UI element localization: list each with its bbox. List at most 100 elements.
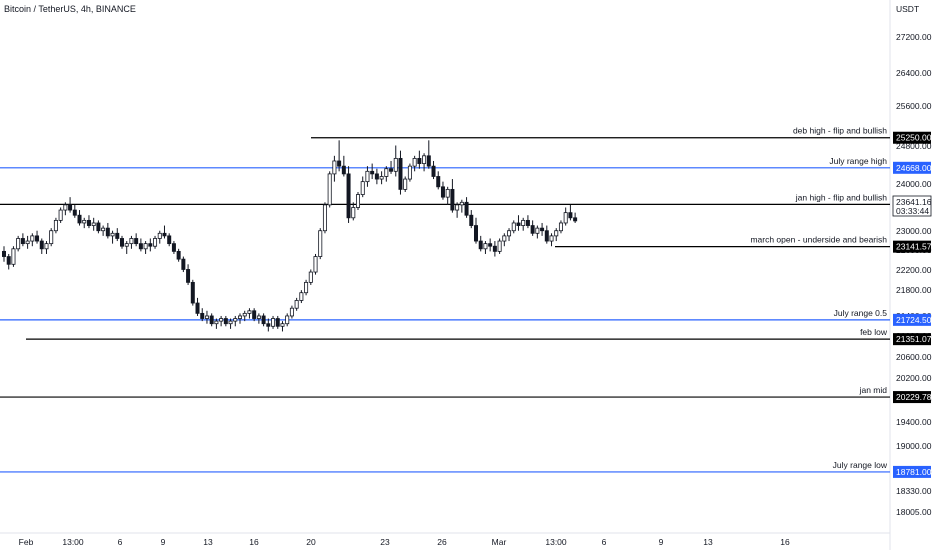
time-tick-label: Feb (19, 537, 34, 547)
price-tick-label: 25600.00 (896, 101, 932, 111)
level-label: jan high - flip and bullish (795, 192, 887, 202)
candle (450, 179, 455, 213)
candle (2, 246, 7, 262)
price-tick-label: 26400.00 (896, 68, 932, 78)
candle (271, 315, 276, 329)
candle (540, 222, 545, 236)
candle (530, 220, 535, 236)
candle (502, 233, 507, 247)
candle (280, 321, 285, 332)
time-tick-label: 20 (306, 537, 316, 547)
candle (459, 199, 464, 213)
price-tags: 25250.0024668.0023960.5423141.5721724.50… (892, 131, 932, 478)
currency-label: USDT (896, 4, 919, 14)
level-line[interactable]: July range low (0, 460, 890, 473)
candle (261, 313, 266, 327)
time-tick-label: 13:00 (545, 537, 567, 547)
level-price-tag: 20229.78 (893, 391, 932, 404)
level-line[interactable]: jan high - flip and bullish (0, 192, 890, 205)
candle (337, 140, 342, 172)
candle (96, 220, 101, 234)
candle (525, 215, 530, 229)
candle (407, 163, 412, 182)
candle (266, 318, 271, 332)
candle (332, 155, 337, 182)
time-tick-label: 23 (380, 537, 390, 547)
candle (384, 166, 389, 182)
candle (379, 171, 384, 185)
candle (157, 230, 162, 244)
level-price-text: 25250.00 (896, 133, 932, 143)
level-line[interactable]: deb high - flip and bullish (311, 126, 890, 139)
candle (464, 197, 469, 218)
candle (275, 315, 280, 329)
candle (322, 202, 327, 234)
candle (473, 217, 478, 244)
candle (49, 228, 54, 247)
candle (370, 163, 375, 180)
candle (431, 160, 436, 180)
candle (228, 318, 233, 329)
candle (134, 233, 139, 247)
candle (129, 235, 134, 249)
candle (440, 181, 445, 200)
candle (204, 310, 209, 324)
candle (143, 241, 148, 254)
candle (497, 238, 502, 254)
candle (223, 315, 228, 327)
candle (247, 308, 252, 319)
price-tick-label: 27200.00 (896, 32, 932, 42)
candle (483, 241, 488, 254)
candle (417, 150, 422, 169)
candle (171, 241, 176, 254)
candle (138, 238, 143, 252)
price-scale[interactable]: 27200.00 26400.00 25600.00 24800.00 24000.00… (896, 32, 932, 517)
level-line[interactable]: July range 0.5 (0, 308, 890, 321)
level-line[interactable]: jan mid (0, 385, 890, 398)
price-tick-label: 19400.00 (896, 417, 932, 427)
candle (549, 233, 554, 247)
candle (403, 176, 408, 192)
candle (124, 241, 129, 254)
level-price-text: 21351.07 (896, 334, 932, 344)
candle (412, 155, 417, 172)
candle (110, 230, 115, 244)
candle (252, 308, 257, 322)
candle (209, 313, 214, 327)
price-tick-label: 21800.00 (896, 285, 932, 295)
candle (365, 166, 370, 187)
candle (426, 140, 431, 169)
candle (478, 235, 483, 252)
candle (72, 204, 77, 218)
price-tick-label: 18005.00 (896, 507, 932, 517)
time-tick-label: 6 (602, 537, 607, 547)
level-line[interactable]: march open - underside and bearish (555, 235, 890, 248)
candle (167, 233, 172, 247)
candle (341, 155, 346, 177)
candle (516, 215, 521, 231)
candle (294, 297, 299, 311)
candle (237, 313, 242, 324)
level-label: July range low (833, 460, 888, 470)
candle (299, 290, 304, 304)
candle (30, 233, 35, 247)
time-scale[interactable]: Feb 13:00 6 9 13 16 20 23 26 Mar 13:00 6 9 13 16 (19, 537, 790, 547)
level-line[interactable]: feb low (26, 327, 890, 340)
level-line[interactable]: July range high (0, 156, 890, 169)
candle (86, 215, 91, 229)
candle (521, 217, 526, 231)
level-price-text: 23141.57 (896, 242, 932, 252)
candle (374, 168, 379, 185)
level-label: deb high - flip and bullish (793, 126, 887, 136)
level-price-tag: 21351.07 (893, 333, 932, 346)
price-tick-label: 22200.00 (896, 265, 932, 275)
candle (186, 264, 191, 285)
candle (105, 222, 110, 239)
candle (469, 210, 474, 229)
candle (304, 279, 309, 296)
level-price-tag: 23141.57 (893, 240, 932, 253)
bar-countdown: 03:33:44 (896, 206, 929, 216)
candle (190, 279, 195, 306)
candle (35, 230, 40, 244)
